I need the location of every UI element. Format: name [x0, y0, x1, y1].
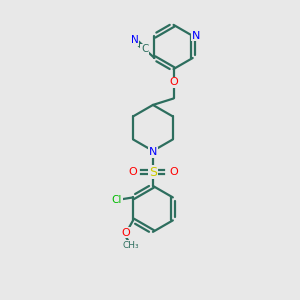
Text: O: O [169, 77, 178, 87]
Text: O: O [128, 167, 137, 177]
Text: N: N [149, 147, 157, 158]
Text: O: O [169, 167, 178, 177]
Text: S: S [149, 166, 157, 178]
Text: N: N [131, 35, 139, 45]
Text: N: N [192, 31, 200, 41]
Text: CH₃: CH₃ [123, 241, 139, 250]
Text: C: C [141, 44, 148, 54]
Text: Cl: Cl [112, 195, 122, 205]
Text: O: O [121, 228, 130, 238]
